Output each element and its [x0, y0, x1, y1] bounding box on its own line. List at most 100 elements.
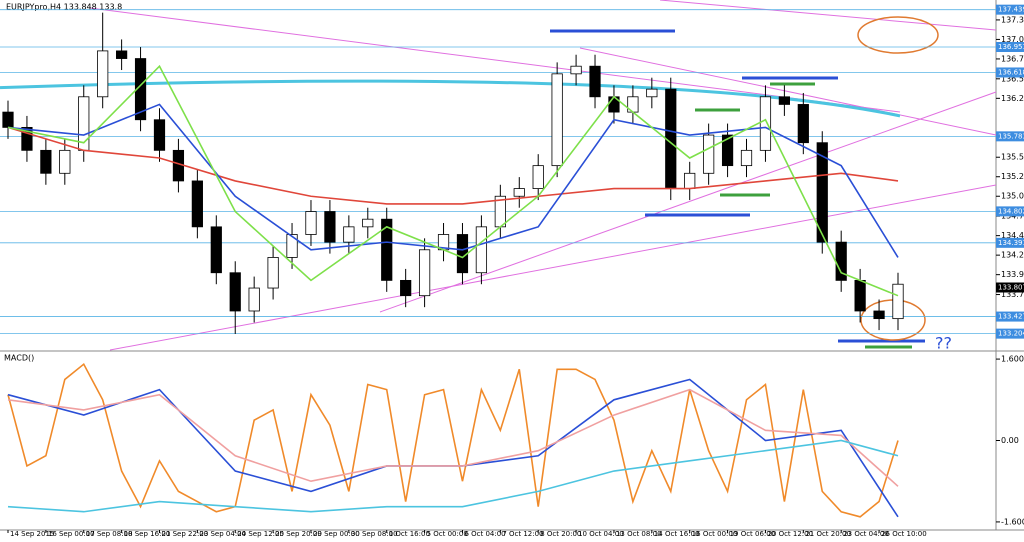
candle-body	[646, 88, 658, 98]
candle-body	[797, 104, 809, 144]
level-tag	[996, 41, 1024, 52]
candle-body	[854, 279, 866, 312]
candle-body	[400, 279, 412, 297]
candle-body	[305, 211, 317, 235]
candle-body	[191, 180, 203, 228]
x-tick-label: 16 Oct 00:00	[692, 530, 738, 538]
candle-body	[267, 257, 279, 289]
x-tick-label: 6 Oct 04:00	[464, 530, 505, 538]
candle-body	[759, 96, 772, 151]
indicator-line	[7, 362, 899, 518]
x-tick-label: 29 Sep 00:00	[313, 530, 360, 538]
x-tick-label: 18 Sep 16:00	[124, 530, 171, 538]
level-tag	[996, 206, 1024, 217]
candle-body	[59, 149, 71, 174]
x-tick-label: 19 Oct 06:00	[730, 530, 776, 538]
candle-body	[513, 188, 525, 197]
candle-body	[324, 211, 336, 243]
candle-body	[684, 172, 696, 189]
candle-body	[210, 226, 222, 274]
moving-average	[7, 103, 899, 258]
level-label: 133.204	[998, 330, 1024, 338]
candle-body	[362, 218, 374, 228]
candle-body	[2, 111, 14, 128]
y-tick-label: 136.535	[1001, 74, 1024, 83]
x-tick-label: 16 Sep 00:00	[48, 530, 95, 538]
y-tick-label: 0.00	[1001, 436, 1019, 445]
indicator-line	[7, 439, 899, 513]
candle-body	[343, 226, 355, 243]
level-label: 136.618	[998, 68, 1024, 76]
moving-average	[7, 64, 899, 297]
y-tick-label: 135.000	[1001, 192, 1024, 201]
level-tag	[996, 67, 1024, 78]
level-label: 134.802	[998, 207, 1024, 215]
y-tick-label: 135.510	[1001, 153, 1024, 162]
candle-body	[816, 142, 828, 243]
annotation: ??	[935, 334, 952, 353]
candle-body	[570, 65, 582, 75]
candle-body	[475, 226, 488, 274]
y-tick-label: 137.305	[1001, 15, 1024, 24]
indicator-line	[7, 388, 899, 487]
level-tag	[996, 4, 1024, 15]
y-tick-label: 1.6001	[1001, 355, 1024, 364]
indicator-title: MACD()	[4, 354, 34, 363]
current-price-tag	[996, 282, 1024, 293]
x-tick-label: 24 Sep 12:00	[237, 530, 284, 538]
level-tag	[996, 131, 1024, 142]
x-tick-label: 13 Oct 08:00	[616, 530, 662, 538]
candle-body	[721, 134, 734, 167]
candle-body	[778, 96, 790, 105]
candle-body	[286, 234, 298, 258]
y-tick-label: -1.6001	[1001, 517, 1024, 526]
x-tick-label: 23 Sep 04:00	[199, 530, 246, 538]
y-tick-label: 135.255	[1001, 172, 1024, 181]
candle-body	[21, 126, 33, 151]
x-tick-label: 25 Sep 20:00	[275, 530, 322, 538]
candle-body	[589, 65, 601, 98]
candle-body	[892, 283, 904, 320]
x-tick-label: 8 Oct 20:00	[540, 530, 581, 538]
x-tick-label: 1 Oct 16:00	[389, 530, 430, 538]
candle-body	[116, 50, 128, 59]
x-tick-label: 21 Oct 20:00	[805, 530, 851, 538]
x-tick-label: 7 Oct 12:00	[502, 530, 543, 538]
y-tick-label: 136.795	[1001, 54, 1024, 63]
candle-body	[97, 50, 109, 98]
candle-body	[229, 272, 241, 312]
x-tick-label: 5 Oct 00:00	[427, 530, 468, 538]
candle-body	[532, 165, 544, 189]
x-tick-label: 30 Sep 08:00	[351, 530, 398, 538]
x-tick-label: 17 Sep 08:00	[86, 530, 133, 538]
candle-body	[134, 58, 147, 121]
candle-body	[740, 149, 753, 167]
level-tag	[996, 328, 1024, 339]
level-label: 134.391	[998, 239, 1024, 247]
candle-body	[381, 218, 393, 281]
x-tick-label: 14 Sep 2015	[10, 530, 54, 538]
level-label: 136.951	[998, 43, 1024, 51]
chart-title: EURJPYpro,H4 133.848 133.8	[6, 3, 122, 12]
level-label: 135.783	[998, 132, 1024, 140]
x-tick-label: 14 Oct 16:00	[654, 530, 700, 538]
current-price-label: 133.807	[998, 284, 1024, 292]
moving-average	[7, 126, 899, 205]
x-tick-label: 23 Oct 04:00	[843, 530, 889, 538]
x-tick-label: 21 Sep 22:00	[161, 530, 208, 538]
level-label: 137.439	[998, 6, 1024, 14]
x-tick-label: 26 Oct 10:00	[881, 530, 927, 538]
y-tick-label: 134.485	[1001, 231, 1024, 240]
y-tick-label: 136.280	[1001, 94, 1024, 103]
candle-body	[703, 134, 715, 174]
candle-body	[248, 287, 260, 312]
candle-body	[418, 249, 431, 297]
level-tag	[996, 311, 1024, 322]
marked-levels	[550, 29, 925, 349]
y-tick-label: 133.715	[1001, 290, 1024, 299]
candle-body	[40, 149, 52, 174]
level-label: 133.427	[998, 313, 1024, 321]
y-tick-label: 134.230	[1001, 251, 1024, 260]
